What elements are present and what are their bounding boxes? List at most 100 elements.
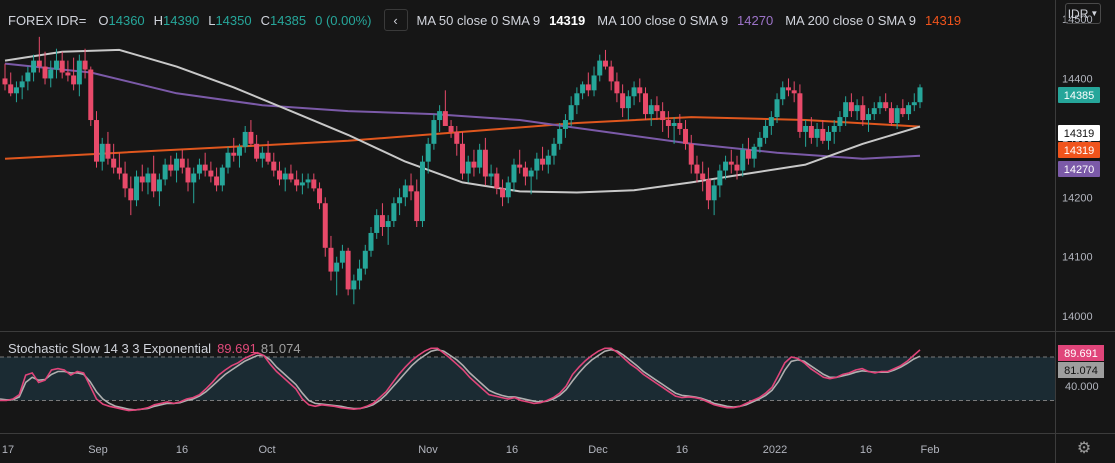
stochastic-legend: Stochastic Slow 14 3 3 Exponential 89.691… bbox=[8, 341, 301, 356]
candle-body bbox=[48, 69, 54, 79]
price-tick-label: 14200 bbox=[1062, 192, 1093, 204]
candle-body bbox=[808, 125, 814, 138]
candle-body bbox=[345, 250, 351, 290]
candle-body bbox=[431, 120, 437, 144]
time-tick-label: Nov bbox=[418, 444, 438, 456]
ma200-label[interactable]: MA 200 close 0 SMA 9 bbox=[785, 12, 916, 28]
candle-body bbox=[888, 108, 894, 124]
candle-body bbox=[911, 102, 917, 106]
candle-body bbox=[334, 262, 340, 272]
candle-body bbox=[259, 152, 265, 159]
candle-body bbox=[723, 161, 729, 171]
candle-body bbox=[168, 164, 174, 171]
candle-body bbox=[700, 173, 706, 180]
candle-body bbox=[248, 131, 254, 144]
candle-body bbox=[477, 149, 483, 168]
candle-body bbox=[185, 167, 191, 183]
collapse-indicators-button[interactable]: ‹ bbox=[383, 9, 408, 31]
candle-body bbox=[139, 176, 145, 183]
candle-body bbox=[511, 164, 517, 183]
candle-body bbox=[505, 182, 511, 198]
candle-body bbox=[408, 185, 414, 192]
low-value: 14350 bbox=[215, 12, 252, 28]
candle-body bbox=[305, 179, 311, 183]
time-tick-label: Dec bbox=[588, 444, 608, 456]
candle-body bbox=[36, 60, 42, 67]
candle-body bbox=[402, 185, 408, 198]
candle-body bbox=[585, 84, 591, 91]
ma100-label[interactable]: MA 100 close 0 SMA 9 bbox=[597, 12, 729, 28]
candle-body bbox=[254, 143, 260, 159]
stochastic-axis-label bbox=[1058, 362, 1104, 378]
price-tick-label: 14000 bbox=[1062, 311, 1093, 323]
candle-body bbox=[277, 170, 282, 180]
candle-body bbox=[368, 232, 374, 251]
open-value: 14360 bbox=[108, 12, 145, 28]
candle-body bbox=[174, 158, 180, 171]
candle-body bbox=[803, 125, 809, 132]
ma200-line bbox=[4, 116, 921, 160]
candle-body bbox=[13, 87, 19, 94]
candle-body bbox=[768, 117, 774, 126]
candle-body bbox=[906, 105, 912, 115]
candle-body bbox=[517, 164, 523, 168]
stochastic-axis-label bbox=[1058, 345, 1104, 361]
candle-body bbox=[763, 125, 769, 138]
candle-body bbox=[317, 188, 323, 204]
candle-body bbox=[745, 149, 751, 159]
candle-body bbox=[128, 188, 134, 201]
stochastic-title[interactable]: Stochastic Slow 14 3 3 Exponential bbox=[8, 341, 212, 356]
time-tick-label: 16 bbox=[860, 444, 872, 456]
candle-body bbox=[208, 170, 214, 177]
candle-body bbox=[2, 78, 8, 85]
candle-body bbox=[311, 179, 317, 189]
candle-body bbox=[362, 250, 368, 269]
candle-body bbox=[25, 72, 31, 82]
candle-body bbox=[877, 102, 883, 109]
candle-body bbox=[53, 60, 59, 70]
stochastic-k-value: 89.691 bbox=[217, 341, 257, 356]
candle-body bbox=[156, 179, 162, 192]
candle-body bbox=[214, 176, 220, 186]
candle-body bbox=[854, 105, 860, 112]
candle-body bbox=[236, 146, 242, 156]
candle-body bbox=[65, 72, 71, 76]
candle-body bbox=[654, 105, 660, 112]
candle-body bbox=[843, 102, 849, 118]
candle-body bbox=[757, 137, 763, 147]
candle-body bbox=[848, 102, 854, 112]
candle-body bbox=[59, 60, 65, 73]
close-value: 14385 bbox=[269, 12, 307, 28]
stochastic-axis-label-text: 81.074 bbox=[1064, 365, 1098, 377]
candle-body bbox=[225, 152, 231, 168]
price-axis-label-text: 14319 bbox=[1064, 145, 1095, 157]
ma50-label[interactable]: MA 50 close 0 SMA 9 bbox=[416, 12, 541, 28]
candle-body bbox=[791, 90, 797, 94]
candle-body bbox=[494, 173, 500, 189]
gear-icon[interactable]: ⚙ bbox=[1076, 440, 1092, 457]
ma200-value: 14319 bbox=[925, 12, 962, 28]
candle-body bbox=[271, 161, 277, 171]
close-label: C bbox=[260, 12, 270, 28]
candle-body bbox=[620, 93, 626, 109]
candle-body bbox=[660, 111, 666, 121]
chart-legend: FOREX IDR= O 14360 H 14390 L 14350 C 14385 0… bbox=[8, 9, 973, 31]
candle-body bbox=[894, 108, 900, 124]
candle-body bbox=[534, 158, 540, 171]
currency-selector[interactable]: IDR ▼ bbox=[1065, 3, 1101, 24]
candle-body bbox=[562, 120, 568, 129]
candle-body bbox=[134, 176, 140, 201]
time-tick-label: Oct bbox=[258, 444, 275, 456]
candle-body bbox=[820, 128, 826, 141]
candle-body bbox=[322, 203, 328, 248]
candle-body bbox=[522, 167, 528, 177]
stochastic-axis-label-text: 89.691 bbox=[1064, 348, 1098, 360]
candle-body bbox=[282, 173, 288, 180]
price-axis-label-text: 14385 bbox=[1064, 90, 1095, 102]
high-value: 14390 bbox=[163, 12, 200, 28]
candle-body bbox=[88, 69, 94, 121]
candle-body bbox=[202, 164, 208, 171]
ma50-value: 14319 bbox=[549, 12, 586, 28]
candle-body bbox=[528, 170, 534, 177]
